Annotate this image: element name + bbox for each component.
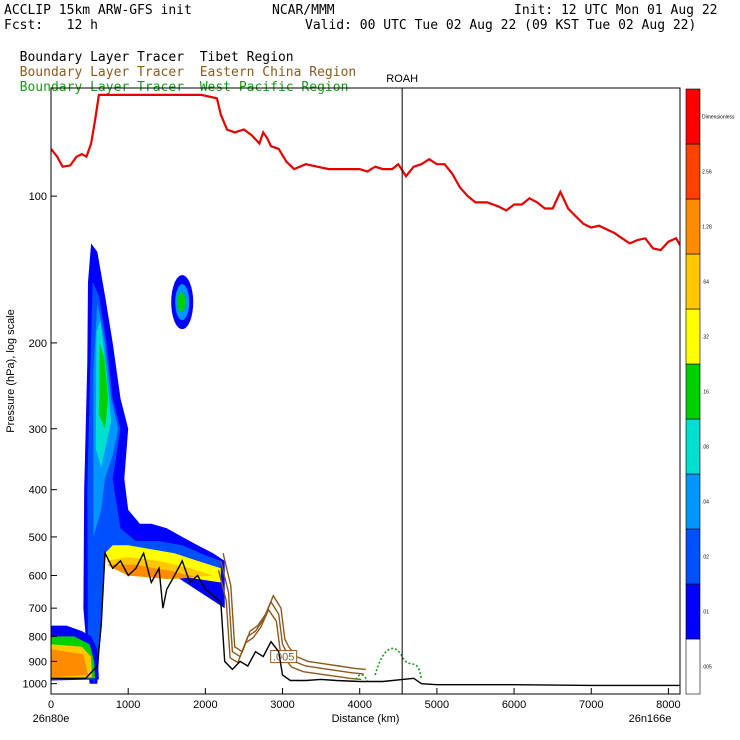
header-model: ACCLIP 15km ARW-GFS init xyxy=(4,3,192,18)
x-tick-label: 0 xyxy=(48,699,54,711)
colorbar-swatch xyxy=(685,143,701,200)
header-center: NCAR/MMM xyxy=(272,3,335,18)
west-pacific-contour xyxy=(374,647,423,680)
y-tick-label: 500 xyxy=(29,532,47,544)
colorbar-swatch xyxy=(685,88,701,145)
colorbar-label: .04 xyxy=(702,500,709,506)
x-tick-label: 3000 xyxy=(270,699,294,711)
end-location-label: 26n166e xyxy=(629,713,672,725)
station-label: ROAH xyxy=(386,73,418,85)
colorbar-swatch xyxy=(685,528,701,585)
x-tick-label: 6000 xyxy=(502,699,526,711)
tropopause-line xyxy=(51,93,680,252)
y-tick-label: 300 xyxy=(29,424,47,436)
colorbar-label: Dimensionless xyxy=(702,115,735,121)
y-tick-label: 800 xyxy=(29,631,47,643)
colorbar-swatch xyxy=(685,253,701,310)
x-tick-label: 4000 xyxy=(347,699,371,711)
y-tick-label: 600 xyxy=(29,571,47,583)
eastern-china-contour-1 xyxy=(220,560,364,675)
colorbar-label: .08 xyxy=(702,445,709,451)
y-tick-label: 700 xyxy=(29,603,47,615)
colorbar-swatch xyxy=(685,473,701,530)
colorbar-swatch xyxy=(685,418,701,475)
y-tick-label: 200 xyxy=(29,338,47,350)
tracer-blob-core xyxy=(177,292,186,313)
colorbar-label: 2.56 xyxy=(702,170,712,176)
colorbar-swatch xyxy=(685,198,701,255)
legend-line-2: Boundary Layer Tracer Eastern China Regi… xyxy=(4,50,357,80)
y-axis-label: Pressure (hPa), log scale xyxy=(5,309,17,433)
tracer-pool-level-8 xyxy=(51,649,88,678)
colorbar-label: 1.28 xyxy=(702,225,712,231)
start-location-label: 26n80e xyxy=(33,713,70,725)
eastern-china-contour-3 xyxy=(217,570,362,681)
colorbar-label: .02 xyxy=(702,555,709,561)
colorbar-label: .64 xyxy=(702,280,709,286)
colorbar-swatch xyxy=(685,308,701,365)
x-tick-label: 7000 xyxy=(579,699,603,711)
terrain-line xyxy=(51,550,680,687)
colorbar-label: .16 xyxy=(702,390,709,396)
west-pacific-contour-small xyxy=(355,673,369,682)
x-axis-label: Distance (km) xyxy=(332,713,400,725)
y-tick-label: 900 xyxy=(29,656,47,668)
x-tick-label: 8000 xyxy=(656,699,680,711)
colorbar-swatch xyxy=(685,638,701,695)
legend-region: Eastern China Region xyxy=(199,65,357,80)
colorbar-label: .005 xyxy=(702,665,712,671)
legend-prefix: Boundary Layer Tracer xyxy=(19,50,185,65)
header-fcst: Fcst: 12 h xyxy=(4,18,98,33)
legend-prefix: Boundary Layer Tracer xyxy=(19,65,185,80)
tracer-shade-level-5 xyxy=(98,342,109,429)
colorbar-swatch xyxy=(685,363,701,420)
header-init: Init: 12 UTC Mon 01 Aug 22 xyxy=(514,3,718,18)
colorbar-label: .32 xyxy=(702,335,709,341)
colorbar-swatch xyxy=(685,583,701,640)
y-tick-label: 100 xyxy=(29,191,47,203)
contour-label-box xyxy=(270,650,298,664)
y-tick-label: 1000 xyxy=(23,679,47,691)
x-tick-label: 1000 xyxy=(116,699,140,711)
contour-label: .005 xyxy=(273,652,294,664)
eastern-china-contour-2 xyxy=(222,553,366,671)
plot-frame xyxy=(50,87,681,695)
colorbar-label: .01 xyxy=(702,610,709,616)
header-valid: Valid: 00 UTC Tue 02 Aug 22 (09 KST Tue … xyxy=(305,18,697,33)
x-tick-label: 5000 xyxy=(425,699,449,711)
y-tick-label: 400 xyxy=(29,485,47,497)
legend-line-1: Boundary Layer Tracer Tibet Region xyxy=(4,35,294,65)
legend-region: Tibet Region xyxy=(199,50,294,65)
plot-layers xyxy=(51,93,680,687)
x-tick-label: 2000 xyxy=(193,699,217,711)
